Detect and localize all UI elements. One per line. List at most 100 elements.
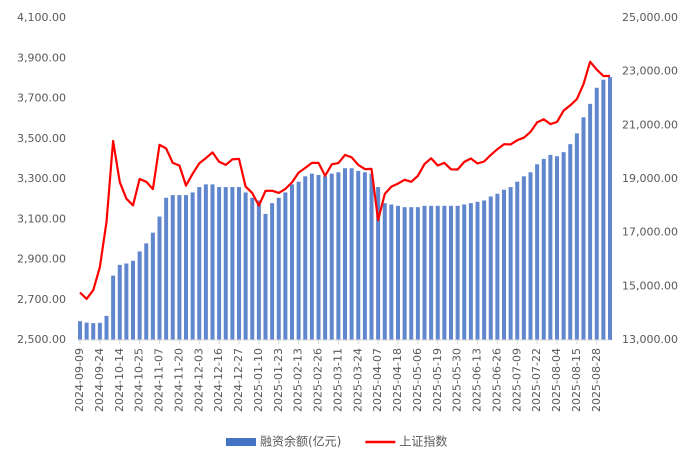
x-tick-label: 2025-04-07 (371, 348, 384, 412)
legend-label: 融资余额(亿元) (260, 434, 341, 449)
bar (117, 264, 122, 340)
y2-tick-label: 13,000.00 (622, 333, 678, 346)
bar (177, 195, 182, 340)
x-tick-label: 2025-08-15 (570, 348, 583, 412)
x-tick-label: 2024-10-25 (133, 348, 146, 412)
bar (502, 189, 506, 340)
bar (336, 172, 341, 340)
bar (349, 168, 354, 340)
bar (362, 172, 367, 340)
x-tick-label: 2025-01-10 (252, 348, 265, 412)
bar (329, 173, 334, 340)
bar (528, 172, 533, 340)
bar (495, 193, 500, 340)
bar (449, 205, 453, 340)
bar (283, 192, 288, 340)
x-tick-label: 2024-11-07 (153, 348, 166, 412)
x-tick-label: 2024-09-09 (73, 348, 86, 412)
bar (382, 203, 387, 340)
y-tick-label: 2,700.00 (17, 293, 66, 306)
bar (396, 205, 400, 340)
bar (290, 184, 294, 340)
bar (389, 204, 394, 340)
x-tick-label: 2025-05-30 (451, 348, 464, 412)
bar (555, 156, 559, 340)
bar (376, 187, 381, 340)
bar (91, 323, 96, 340)
bar (568, 144, 573, 340)
y-tick-label: 2,900.00 (17, 253, 66, 266)
bar (84, 322, 89, 340)
x-tick-label: 2025-07-22 (530, 348, 543, 412)
bar (488, 196, 493, 340)
bar (137, 251, 142, 340)
bar (356, 170, 361, 340)
bar (97, 322, 102, 340)
bar (409, 207, 414, 340)
bar (243, 192, 248, 340)
bar (442, 205, 447, 340)
bar (104, 315, 109, 340)
legend-label: 上证指数 (399, 434, 447, 449)
y-tick-label: 4,100.00 (17, 11, 66, 24)
bar (78, 321, 82, 340)
bar (415, 207, 420, 340)
bar (594, 87, 599, 341)
bar (422, 205, 427, 340)
y2-tick-label: 25,000.00 (622, 11, 678, 24)
x-tick-label: 2024-09-24 (93, 348, 106, 412)
x-tick-label: 2024-10-14 (113, 348, 126, 412)
bar (429, 205, 434, 340)
bar (581, 117, 586, 341)
bar (210, 184, 215, 340)
bar (369, 173, 374, 340)
bar (309, 173, 314, 340)
x-tick-label: 2025-02-26 (312, 348, 325, 412)
bar (521, 176, 526, 340)
y2-tick-label: 15,000.00 (622, 279, 678, 292)
bar (468, 203, 473, 340)
x-tick-label: 2024-11-20 (172, 348, 185, 412)
bar (515, 181, 520, 340)
bar (270, 203, 275, 340)
bar (561, 152, 566, 340)
x-tick-label: 2024-12-27 (232, 348, 245, 412)
bar (150, 232, 155, 340)
y-tick-label: 3,100.00 (17, 212, 66, 225)
x-tick-label: 2025-08-04 (550, 348, 563, 412)
y2-tick-label: 21,000.00 (622, 118, 678, 131)
x-tick-label: 2025-03-24 (351, 348, 364, 412)
x-tick-label: 2025-05-19 (431, 348, 444, 412)
bar (455, 205, 460, 340)
bar (316, 174, 321, 340)
line (79, 60, 610, 300)
bar (184, 195, 188, 340)
bar (323, 176, 328, 340)
bar (250, 197, 255, 340)
bar (164, 197, 169, 340)
bar (197, 187, 202, 340)
x-tick-label: 2025-08-28 (590, 348, 603, 412)
bar (111, 275, 116, 340)
bar (230, 187, 235, 340)
y-tick-label: 3,700.00 (17, 92, 66, 105)
y-tick-label: 3,900.00 (17, 51, 66, 64)
x-tick-label: 2025-03-11 (331, 348, 344, 412)
bar (263, 213, 268, 340)
bar (190, 192, 195, 340)
bar (535, 164, 540, 340)
y2-tick-label: 23,000.00 (622, 65, 678, 78)
bar (131, 260, 135, 340)
x-tick-label: 2025-01-23 (272, 348, 285, 412)
bar (508, 187, 513, 340)
bar (203, 184, 208, 340)
bar (144, 243, 149, 340)
bar (343, 168, 347, 340)
legend-swatch (226, 438, 256, 446)
x-tick-label: 2025-02-13 (292, 348, 305, 412)
x-tick-label: 2025-06-13 (471, 348, 484, 412)
x-tick-label: 2025-06-26 (490, 348, 503, 412)
bar (276, 197, 281, 340)
y2-tick-label: 19,000.00 (622, 172, 678, 185)
